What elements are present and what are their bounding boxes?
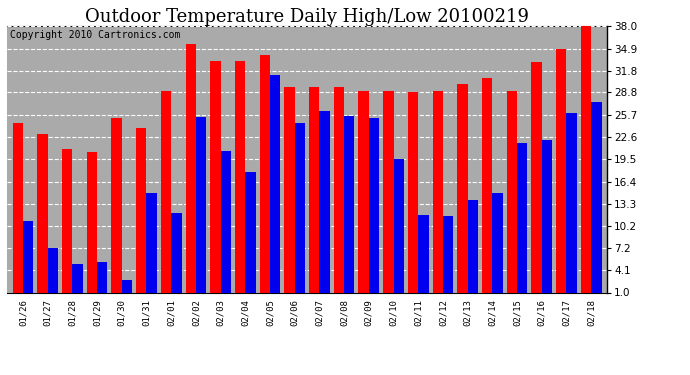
Bar bbox=[309, 87, 319, 292]
Bar bbox=[383, 91, 393, 292]
Title: Outdoor Temperature Daily High/Low 20100219: Outdoor Temperature Daily High/Low 20100… bbox=[85, 8, 529, 26]
Bar bbox=[186, 44, 196, 292]
Bar bbox=[48, 248, 58, 292]
Bar bbox=[196, 117, 206, 292]
Bar bbox=[87, 152, 97, 292]
Bar bbox=[493, 193, 503, 292]
Bar bbox=[517, 143, 527, 292]
Bar bbox=[62, 148, 72, 292]
Bar bbox=[369, 118, 380, 292]
Bar bbox=[210, 61, 221, 292]
Bar bbox=[358, 91, 369, 292]
Bar bbox=[270, 75, 280, 292]
Bar bbox=[72, 264, 83, 292]
Bar bbox=[245, 172, 256, 292]
Bar bbox=[23, 220, 33, 292]
Bar bbox=[418, 215, 428, 292]
Bar bbox=[171, 213, 181, 292]
Bar bbox=[506, 91, 517, 292]
Bar bbox=[161, 91, 171, 292]
Bar bbox=[295, 123, 305, 292]
Bar bbox=[136, 128, 146, 292]
Bar bbox=[443, 216, 453, 292]
Bar bbox=[121, 279, 132, 292]
Bar bbox=[482, 78, 493, 292]
Text: Copyright 2010 Cartronics.com: Copyright 2010 Cartronics.com bbox=[10, 30, 180, 40]
Bar bbox=[284, 87, 295, 292]
Bar bbox=[334, 87, 344, 292]
Bar bbox=[433, 91, 443, 292]
Bar bbox=[97, 262, 108, 292]
Bar bbox=[556, 48, 566, 292]
Bar bbox=[259, 55, 270, 292]
Bar bbox=[468, 200, 478, 292]
Bar bbox=[457, 84, 468, 292]
Bar bbox=[235, 61, 245, 292]
Bar bbox=[146, 193, 157, 292]
Bar bbox=[408, 93, 418, 292]
Bar bbox=[566, 112, 577, 292]
Bar bbox=[393, 159, 404, 292]
Bar bbox=[221, 151, 231, 292]
Bar bbox=[37, 134, 48, 292]
Bar bbox=[111, 118, 121, 292]
Bar bbox=[319, 111, 330, 292]
Bar bbox=[581, 26, 591, 292]
Bar bbox=[591, 102, 602, 292]
Bar bbox=[542, 140, 552, 292]
Bar bbox=[12, 123, 23, 292]
Bar bbox=[531, 62, 542, 292]
Bar bbox=[344, 116, 355, 292]
